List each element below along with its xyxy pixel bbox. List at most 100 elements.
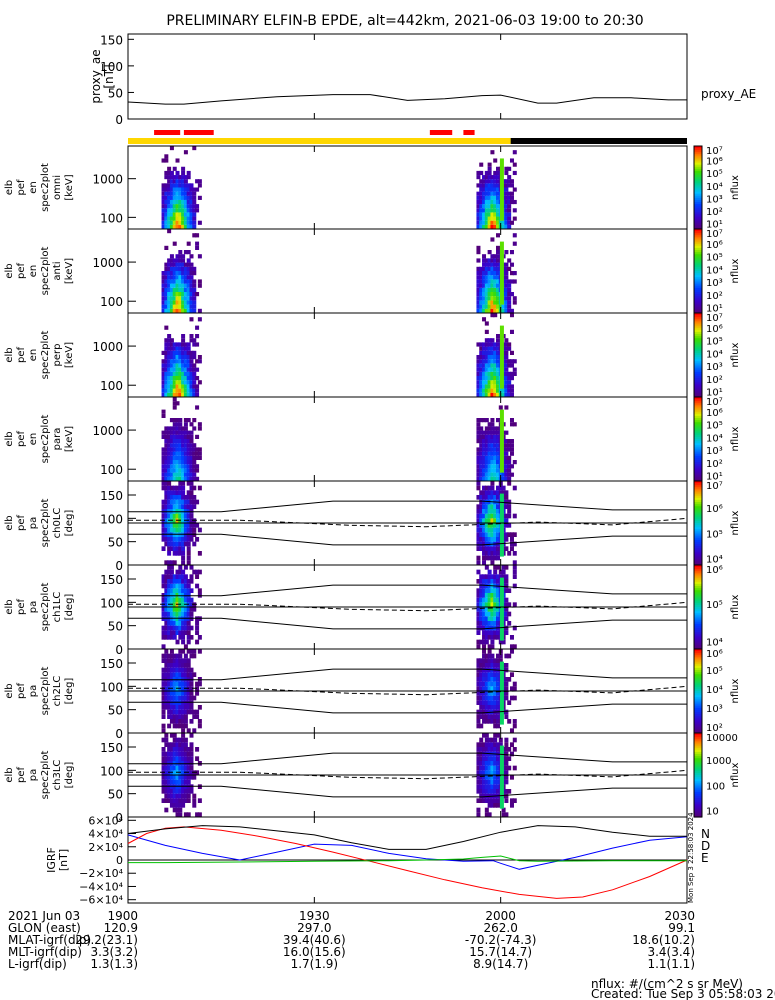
spectrogram-cell	[493, 527, 498, 533]
ylabel-line: ch1LC	[52, 592, 63, 623]
spectrogram-cell	[507, 621, 512, 626]
spectrogram-cell	[496, 523, 501, 528]
spectrogram-cell	[175, 434, 180, 439]
spectrogram-cell	[504, 220, 509, 225]
spectrogram-cell	[186, 250, 191, 255]
spectrogram-cell	[164, 443, 169, 448]
colorbar-tick-label: 10⁶	[706, 157, 723, 168]
spectrogram-cell	[183, 380, 188, 385]
spectrogram-cell	[183, 187, 188, 192]
spectrogram-cell	[512, 460, 517, 465]
spectrogram-cell	[175, 625, 180, 631]
spectrogram-cell	[504, 443, 509, 448]
spectrogram-cell	[183, 350, 188, 355]
spectrogram-cell	[186, 216, 191, 221]
spectrogram-cell	[476, 204, 481, 209]
spectrogram-cell	[507, 719, 512, 724]
colorbar-cell	[694, 783, 702, 787]
colorbar-cell	[694, 350, 702, 354]
spectrogram-cell	[197, 705, 202, 710]
spectrogram-cell	[496, 308, 501, 313]
colorbar-tick-label: 10²	[706, 459, 723, 470]
spectrogram-cell	[493, 784, 498, 789]
spectrogram-cell	[175, 275, 180, 280]
spectrogram-cell	[195, 367, 200, 372]
colorbar-cell	[694, 380, 702, 383]
spectrogram-cell	[504, 199, 509, 205]
spectrogram-cell	[192, 455, 197, 460]
spectrogram-cell	[169, 275, 174, 280]
colorbar-cell	[694, 407, 702, 411]
spectrogram-cell	[487, 789, 492, 794]
spectrogram-cell	[175, 183, 180, 188]
spectrogram-cell	[507, 468, 512, 473]
spectrogram-cell	[172, 195, 177, 200]
spectrogram-cell	[172, 742, 177, 747]
spectrogram-cell	[167, 464, 172, 469]
spectrogram-cell	[172, 560, 177, 565]
spectrogram-cell	[189, 262, 194, 267]
spectrogram-cell	[186, 199, 191, 205]
spectrogram-cell	[186, 583, 191, 589]
spectrogram-cell	[183, 737, 188, 743]
spectrogram-cell	[487, 468, 492, 473]
spectrogram-cell	[476, 355, 481, 360]
spectrogram-cell	[496, 342, 501, 347]
colorbar-cell	[694, 346, 702, 350]
spectrogram-cell	[490, 292, 495, 297]
spectrogram-cell	[181, 523, 186, 528]
spectrogram-cell	[181, 527, 186, 533]
spectrogram-cell	[487, 597, 492, 603]
spectrogram-cell	[164, 770, 169, 775]
colorbar-cell	[694, 697, 702, 700]
spectrogram-cell	[484, 639, 489, 645]
spectrogram-cell	[172, 770, 177, 775]
spectrogram-cell	[482, 283, 487, 288]
spectrogram-cell	[493, 392, 498, 397]
spectrogram-cell	[482, 611, 487, 617]
spectrogram-cell	[504, 779, 509, 785]
spectrogram-cell	[487, 551, 492, 556]
spectrogram-cell	[482, 262, 487, 267]
spectrogram-cell	[482, 451, 487, 456]
spectrogram-cell	[161, 499, 166, 505]
colorbar-cell	[694, 152, 702, 155]
spectrogram-cell	[482, 350, 487, 355]
spectrogram-cell	[476, 384, 481, 389]
spectrogram-cell	[504, 287, 509, 292]
spectrogram-cell	[476, 541, 481, 547]
spectrogram-cell	[496, 447, 501, 452]
spectrogram-cell	[189, 275, 194, 280]
spectrogram-cell	[496, 380, 501, 385]
spectrogram-cell	[192, 199, 197, 205]
spectrogram-cell	[496, 574, 501, 579]
colorbar-cell	[694, 226, 702, 230]
spectrogram-cell	[482, 355, 487, 360]
spectrogram-cell	[186, 380, 191, 385]
spectrogram-cell	[504, 250, 509, 255]
spectrogram-cell	[169, 579, 174, 584]
spectrogram-cell	[482, 686, 487, 691]
spectrogram-cell	[183, 695, 188, 701]
colorbar-tick-label: 10⁶	[706, 649, 723, 660]
spectrogram-cell	[172, 472, 177, 477]
spectrogram-cell	[490, 621, 495, 626]
spectrogram-cell	[496, 245, 501, 250]
spectrogram-cell	[484, 468, 489, 473]
colorbar-cell	[694, 800, 702, 803]
spectrogram-cell	[504, 187, 509, 192]
spectrogram-cell	[509, 464, 514, 469]
spectrogram-cell	[183, 681, 188, 687]
spectrogram-cell	[479, 292, 484, 297]
spectrogram-cell	[479, 499, 484, 505]
spectrogram-cell	[487, 262, 492, 267]
spectrogram-cell	[181, 258, 186, 263]
colorbar-cell	[694, 281, 702, 285]
spectrogram-cell	[172, 346, 177, 351]
spectrogram-cell	[484, 363, 489, 368]
spectrogram-cell	[183, 287, 188, 292]
ylabel-line: pa	[28, 769, 39, 781]
spectrogram-cell	[178, 195, 183, 200]
spectrogram-cell	[493, 611, 498, 617]
spectrogram-cell	[164, 460, 169, 465]
